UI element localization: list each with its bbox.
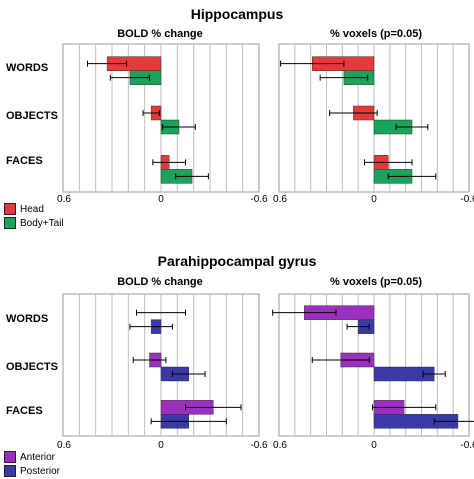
legend-label: Anterior — [20, 451, 56, 463]
chart-hippocampus-bold — [62, 43, 260, 193]
legend-swatch — [4, 203, 16, 215]
col-title-bold-bottom: BOLD % change — [117, 276, 203, 288]
row-label-words: WORDS — [6, 313, 49, 325]
legend-item-posterior: Posterior — [4, 465, 60, 477]
tick-label: 0 — [371, 440, 377, 451]
tick-label: -0.6 — [460, 440, 474, 451]
legend-swatch — [4, 451, 16, 463]
tick-label: 0 — [158, 440, 164, 451]
chart-hippocampus-voxels — [278, 43, 470, 193]
legend-item-anterior: Anterior — [4, 451, 55, 463]
col-title-voxels-top: % voxels (p=0.05) — [329, 28, 423, 40]
tick-label: 0.6 — [57, 440, 71, 451]
legend-label: Posterior — [20, 465, 61, 477]
tick-label: 0 — [371, 194, 377, 205]
row-label-words: WORDS — [6, 62, 49, 74]
tick-label: -0.6 — [250, 440, 268, 451]
tick-label: 0 — [158, 194, 164, 205]
tick-label: 0.6 — [273, 440, 287, 451]
legend-swatch — [4, 465, 16, 477]
panel-title-parahippocampal: Parahippocampal gyrus — [157, 253, 317, 269]
tick-label: 0.6 — [273, 194, 287, 205]
row-label-faces: FACES — [6, 155, 43, 167]
row-label-faces: FACES — [6, 405, 43, 417]
legend-item-body-tail: Body+Tail — [4, 217, 64, 229]
legend-label: Head — [20, 203, 44, 215]
legend-label: Body+Tail — [20, 217, 64, 229]
col-title-voxels-bottom: % voxels (p=0.05) — [329, 276, 423, 288]
chart-parahippocampal-voxels — [272, 293, 474, 437]
tick-label: 0.6 — [57, 194, 71, 205]
panel-title-hippocampus: Hippocampus — [190, 6, 284, 22]
chart-parahippocampal-bold — [62, 293, 260, 437]
legend-item-head: Head — [4, 203, 44, 215]
tick-label: -0.6 — [250, 194, 268, 205]
row-label-objects: OBJECTS — [6, 110, 58, 122]
col-title-bold-top: BOLD % change — [117, 28, 203, 40]
tick-label: -0.6 — [460, 194, 474, 205]
row-label-objects: OBJECTS — [6, 361, 58, 373]
legend-swatch — [4, 217, 16, 229]
